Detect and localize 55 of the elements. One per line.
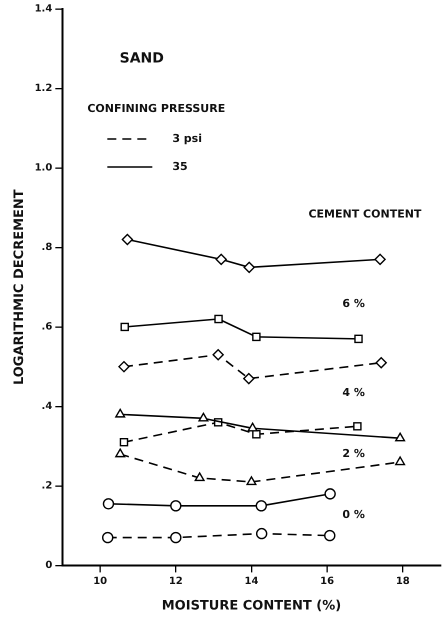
point <box>243 262 255 274</box>
x-tick-label: 14 <box>244 576 258 587</box>
x-axis-title: MOISTURE CONTENT (%) <box>162 598 342 614</box>
point <box>212 349 224 360</box>
legend-label: 35 <box>172 160 188 173</box>
point <box>376 357 387 368</box>
y-tick-label: .8 <box>42 242 52 254</box>
point <box>256 528 268 540</box>
x-tick-label: 10 <box>93 576 108 587</box>
point <box>194 472 205 482</box>
point <box>324 488 336 500</box>
point <box>243 372 255 384</box>
point <box>198 412 208 422</box>
point <box>118 360 130 372</box>
point <box>170 532 182 544</box>
point <box>120 322 129 332</box>
x-tick-label: 18 <box>396 576 410 587</box>
x-tick-label: 12 <box>168 576 183 587</box>
point <box>374 254 386 266</box>
point <box>353 422 362 431</box>
point <box>354 334 363 344</box>
y-axis-title: LOGARITHMIC DECREMENT <box>12 189 28 386</box>
point <box>170 500 182 512</box>
point <box>215 254 227 266</box>
point <box>120 438 128 446</box>
point <box>252 332 261 342</box>
y-tick-label: .6 <box>42 322 52 333</box>
legend-label: 3 psi <box>172 132 202 145</box>
point <box>246 476 256 486</box>
point <box>122 234 134 246</box>
y-tick-label: 1.4 <box>34 4 52 15</box>
y-tick-label: 0 <box>45 560 52 571</box>
point <box>395 432 406 442</box>
annotation: SAND <box>120 50 164 67</box>
point <box>248 422 258 432</box>
point <box>214 314 223 324</box>
point <box>252 430 261 438</box>
point <box>256 500 267 512</box>
annotation: 6 % <box>342 296 365 310</box>
annotation: 2 % <box>342 446 365 460</box>
legend-title: CONFINING PRESSURE <box>87 102 226 115</box>
annotation: 4 % <box>342 386 365 399</box>
x-tick-label: 16 <box>320 576 334 587</box>
point <box>115 408 126 418</box>
point <box>115 448 126 458</box>
y-tick-label: 1.2 <box>34 83 52 94</box>
y-tick-label: 1.0 <box>34 162 52 174</box>
annotation: CEMENT CONTENT <box>308 208 422 221</box>
point <box>395 456 406 466</box>
y-tick-label: .4 <box>42 401 52 412</box>
point <box>324 530 336 542</box>
annotation: 0 % <box>342 508 365 522</box>
point <box>102 532 114 544</box>
point <box>102 498 114 510</box>
y-tick-label: .2 <box>42 480 52 492</box>
